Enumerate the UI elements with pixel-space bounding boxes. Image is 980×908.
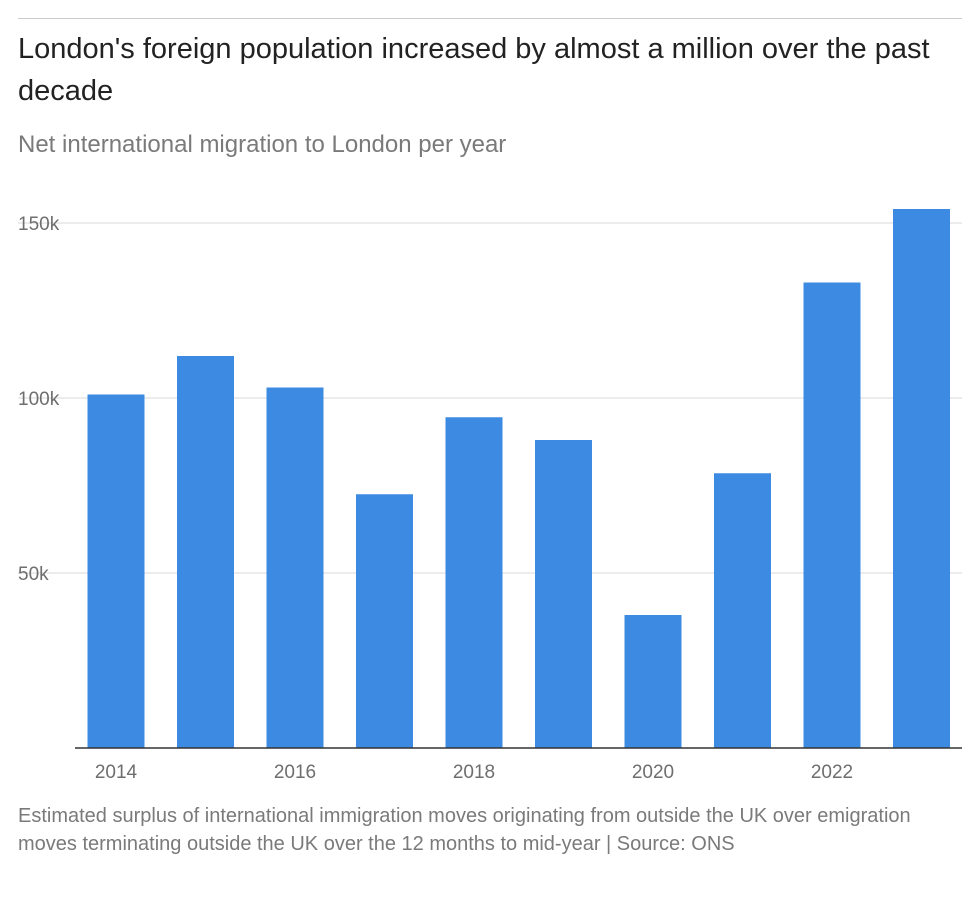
y-tick-label: 100k bbox=[18, 389, 60, 410]
bar-2015 bbox=[177, 356, 234, 748]
top-rule bbox=[18, 18, 962, 19]
y-tick-label: 150k bbox=[18, 214, 60, 235]
bar-2014 bbox=[87, 394, 145, 748]
y-tick-label: 50k bbox=[18, 564, 49, 585]
bar-2021 bbox=[714, 473, 771, 748]
bar-2018 bbox=[445, 417, 503, 748]
x-axis-ticks: 2014 2016 2018 2020 2022 bbox=[95, 762, 853, 783]
bar-chart: 50k 100k 150k 2014 2016 2018 2020 2022 bbox=[18, 209, 962, 783]
chart-subtitle: Net international migration to London pe… bbox=[18, 131, 507, 158]
chart-footnote: Estimated surplus of international immig… bbox=[18, 805, 911, 855]
bar-2023 bbox=[893, 209, 950, 748]
bar-2016 bbox=[266, 387, 324, 748]
bar-2019 bbox=[535, 440, 592, 748]
x-tick-label: 2022 bbox=[811, 762, 853, 783]
x-tick-label: 2020 bbox=[632, 762, 674, 783]
chart-title: London's foreign population increased by… bbox=[18, 33, 930, 107]
bars bbox=[87, 209, 950, 748]
bar-2022 bbox=[803, 282, 861, 748]
x-tick-label: 2014 bbox=[95, 762, 138, 783]
bar-2020 bbox=[624, 615, 682, 748]
y-axis-ticks: 50k 100k 150k bbox=[18, 214, 60, 585]
bar-2017 bbox=[356, 494, 413, 748]
x-tick-label: 2016 bbox=[274, 762, 316, 783]
x-tick-label: 2018 bbox=[453, 762, 495, 783]
